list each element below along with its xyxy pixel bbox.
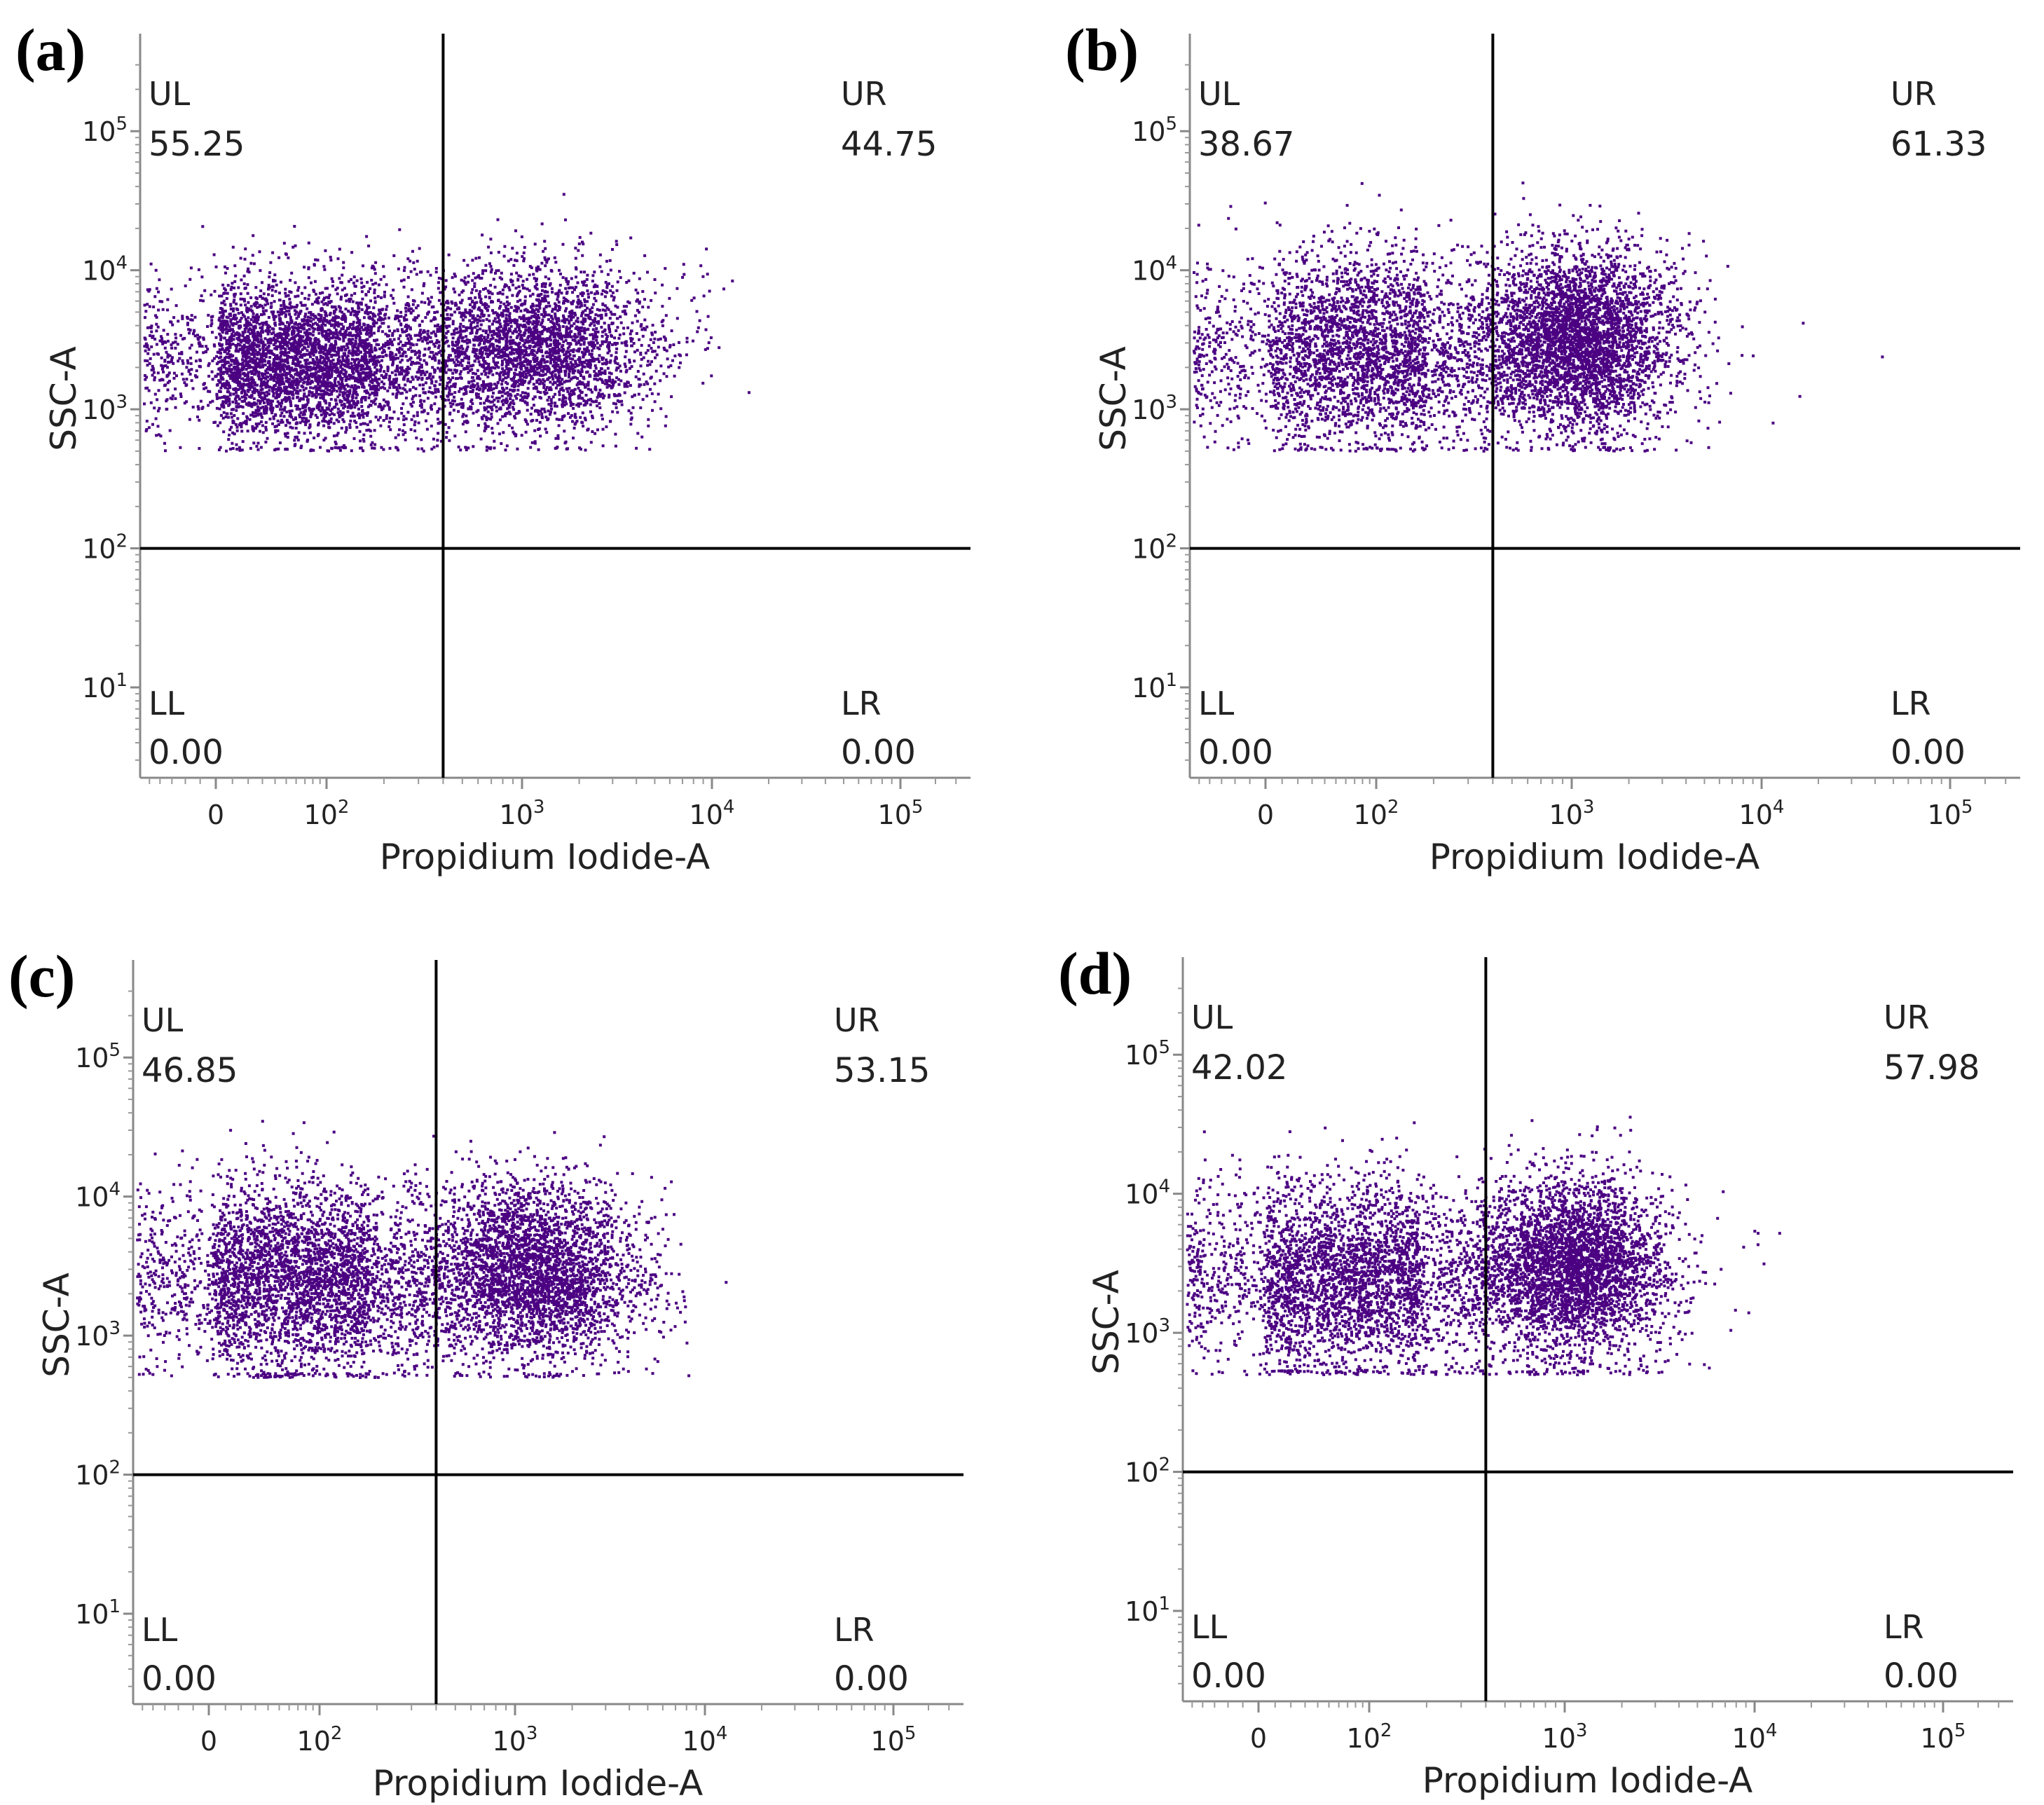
quadrant-value-ur: 57.98 (1884, 1048, 1980, 1087)
y-tick-label: 104 (1125, 1176, 1170, 1210)
x-axis-title: Propidium Iodide-A (380, 837, 710, 877)
y-tick-label: 105 (75, 1040, 121, 1073)
quadrant-label-ur: UR (834, 1001, 880, 1039)
quadrant-value-lr: 0.00 (841, 733, 916, 772)
quadrant-value-ll: 0.00 (142, 1659, 217, 1698)
panel-letter: (d) (1058, 940, 1132, 1007)
x-axis-title: Propidium Iodide-A (1422, 1760, 1753, 1801)
y-tick-label: 103 (82, 392, 128, 425)
y-tick-label: 104 (1132, 253, 1177, 287)
quadrant-label-lr: LR (834, 1611, 874, 1649)
x-tick-label: 102 (1347, 1720, 1392, 1754)
x-tick-label: 0 (1257, 799, 1274, 830)
y-tick-label: 101 (82, 670, 128, 704)
y-axis-title: SSC-A (1093, 346, 1134, 451)
scatter-panel-b: 101 102 103 104 105 0 102 103 104 105 UL 38.67 UR 61.… (1065, 16, 2020, 877)
y-tick-label: 103 (1125, 1315, 1170, 1349)
x-tick-label: 102 (304, 797, 350, 830)
panel-letter: (b) (1065, 16, 1139, 83)
dot-cloud (1186, 1116, 1781, 1377)
scatter-panel-d: 101 102 103 104 105 0 102 103 104 105 UL 42.02 UR 57.… (1058, 940, 2013, 1801)
y-axis-title: SSC-A (36, 1272, 77, 1378)
quadrant-value-ul: 42.02 (1191, 1048, 1287, 1087)
x-tick-label: 105 (871, 1723, 917, 1757)
quadrant-value-ll: 0.00 (1191, 1656, 1266, 1696)
panel-letter: (c) (8, 942, 75, 1010)
quadrant-value-ul: 55.25 (149, 125, 245, 164)
panel-letter: (a) (15, 16, 85, 83)
event-dots (1186, 1116, 1781, 1377)
x-tick-label: 103 (500, 797, 545, 830)
y-tick-label: 103 (1132, 392, 1177, 425)
y-tick-label: 102 (82, 531, 128, 565)
quadrant-label-ur: UR (841, 75, 887, 113)
x-tick-label: 104 (1739, 797, 1785, 830)
quadrant-label-ll: LL (1198, 685, 1235, 722)
x-tick-label: 104 (683, 1723, 728, 1757)
x-tick-label: 0 (1250, 1723, 1267, 1754)
x-axis-title: Propidium Iodide-A (373, 1763, 703, 1804)
quadrant-label-ll: LL (142, 1611, 178, 1649)
x-tick-label: 102 (297, 1723, 343, 1757)
quadrant-value-ul: 38.67 (1198, 125, 1294, 164)
y-axis-title: SSC-A (1086, 1270, 1127, 1375)
quadrant-label-ll: LL (1191, 1608, 1228, 1646)
quadrant-value-ur: 61.33 (1891, 125, 1987, 164)
y-tick-label: 102 (1132, 531, 1177, 565)
quadrant-label-lr: LR (1884, 1608, 1924, 1646)
dot-cloud (1193, 181, 1884, 453)
x-tick-label: 0 (200, 1726, 217, 1757)
event-dots (136, 1120, 728, 1379)
quadrant-label-ur: UR (1891, 75, 1937, 113)
x-tick-label: 102 (1354, 797, 1399, 830)
quadrant-label-lr: LR (1891, 685, 1931, 722)
y-tick-label: 101 (75, 1596, 121, 1630)
quadrant-label-ur: UR (1884, 998, 1930, 1036)
y-tick-label: 102 (75, 1457, 121, 1491)
y-tick-label: 104 (75, 1179, 121, 1213)
x-tick-label: 105 (1928, 797, 1973, 830)
x-tick-label: 0 (207, 799, 224, 830)
x-tick-label: 105 (1921, 1720, 1966, 1754)
quadrant-value-ur: 44.75 (841, 125, 937, 164)
quadrant-label-ul: UL (1191, 998, 1233, 1036)
quadrant-label-lr: LR (841, 685, 882, 722)
dot-cloud (143, 193, 750, 453)
quadrant-value-ur: 53.15 (834, 1051, 930, 1090)
y-tick-label: 103 (75, 1318, 121, 1352)
quadrant-label-ul: UL (1198, 75, 1240, 113)
quadrant-label-ll: LL (149, 685, 185, 722)
x-tick-label: 104 (690, 797, 735, 830)
dot-cloud (136, 1120, 728, 1379)
y-tick-label: 101 (1125, 1593, 1170, 1627)
x-axis-title: Propidium Iodide-A (1429, 837, 1760, 877)
scatter-panel-a: 101 102 103 104 105 0 102 103 104 105 UL 55.25 UR 44.… (15, 16, 970, 877)
x-tick-label: 103 (1549, 797, 1595, 830)
y-tick-label: 105 (1125, 1037, 1170, 1071)
quadrant-value-ul: 46.85 (142, 1051, 238, 1090)
quadrant-value-lr: 0.00 (834, 1659, 909, 1698)
y-axis-title: SSC-A (43, 346, 84, 451)
scatter-panel-c: 101 102 103 104 105 0 102 103 104 105 UL 46.85 UR 53.… (8, 942, 963, 1804)
quadrant-label-ul: UL (149, 75, 191, 113)
quadrant-value-lr: 0.00 (1891, 733, 1966, 772)
x-tick-label: 103 (1542, 1720, 1588, 1754)
quadrant-value-ll: 0.00 (1198, 733, 1273, 772)
y-tick-label: 105 (82, 114, 128, 147)
x-tick-label: 105 (878, 797, 924, 830)
event-dots (143, 193, 750, 453)
y-tick-label: 101 (1132, 670, 1177, 704)
y-tick-label: 104 (82, 253, 128, 287)
y-tick-label: 102 (1125, 1455, 1170, 1488)
quadrant-value-ll: 0.00 (149, 733, 224, 772)
event-dots (1193, 181, 1884, 453)
y-tick-label: 105 (1132, 114, 1177, 147)
quadrant-value-lr: 0.00 (1884, 1656, 1959, 1696)
quadrant-label-ul: UL (142, 1001, 184, 1039)
x-tick-label: 103 (493, 1723, 538, 1757)
x-tick-label: 104 (1732, 1720, 1778, 1754)
